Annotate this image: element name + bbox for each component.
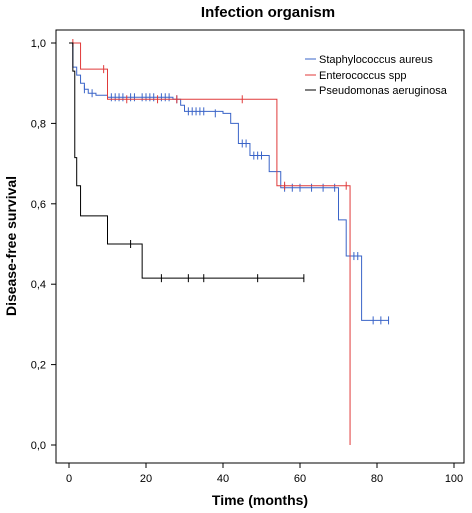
y-axis-label: Disease-free survival <box>3 176 19 316</box>
axis-ticks: 0 20 40 60 80 100 0,0 0,2 0,4 0,6 0,8 1,0 <box>31 38 463 485</box>
x-tick-label: 20 <box>140 473 152 485</box>
x-tick-label: 40 <box>217 473 229 485</box>
x-tick-label: 100 <box>445 473 463 485</box>
y-tick-label: 0,2 <box>31 360 46 372</box>
x-axis-label: Time (months) <box>212 492 308 508</box>
y-tick-label: 1,0 <box>31 38 46 50</box>
legend: Staphylococcus aureus Enterococcus spp P… <box>305 54 448 97</box>
chart-title: Infection organism <box>201 4 335 21</box>
series-line-enterococcus <box>69 42 351 445</box>
y-tick-label: 0,6 <box>31 199 46 211</box>
plot-frame <box>55 29 465 464</box>
y-tick-label: 0,0 <box>31 440 46 452</box>
y-tick-label: 0,4 <box>31 279 46 291</box>
y-tick-label: 0,8 <box>31 118 46 130</box>
x-tick-label: 80 <box>371 473 383 485</box>
x-tick-label: 0 <box>66 473 72 485</box>
series-line-pseudomonas <box>69 42 304 279</box>
legend-label-enterococcus: Enterococcus spp <box>319 70 406 82</box>
series-line-staphylococcus <box>69 42 389 321</box>
x-tick-label: 60 <box>294 473 306 485</box>
legend-label-pseudomonas: Pseudomonas aeruginosa <box>319 85 448 97</box>
legend-label-staphylococcus: Staphylococcus aureus <box>319 54 433 66</box>
series-layer <box>69 39 390 445</box>
